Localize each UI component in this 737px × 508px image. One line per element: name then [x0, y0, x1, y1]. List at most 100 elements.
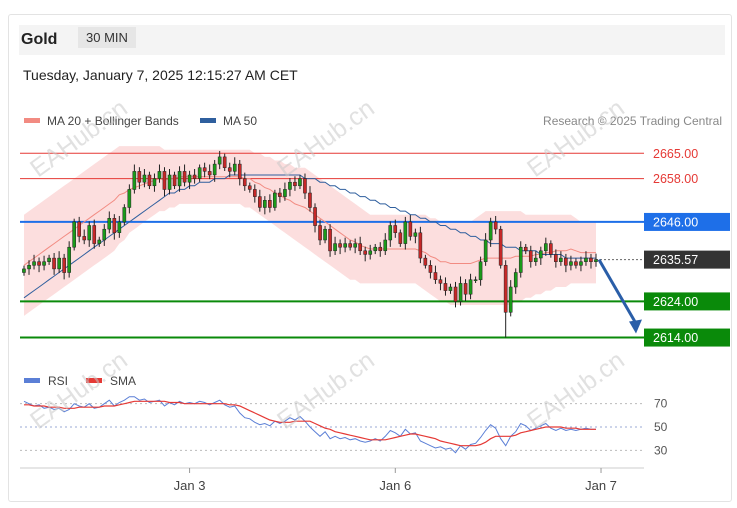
candle-27	[157, 171, 162, 179]
candle-70	[373, 246, 378, 252]
candle-44	[242, 178, 247, 187]
chart-card: Gold 30 MIN Tuesday, January 7, 2025 12:…	[8, 14, 732, 502]
candle-35	[197, 167, 202, 179]
candle-9	[67, 246, 71, 273]
candle-114	[594, 259, 598, 262]
watermark-2: EAHub.cn	[522, 94, 630, 183]
candle-51	[278, 192, 282, 197]
candle-49	[268, 200, 272, 208]
candle-86	[453, 286, 458, 302]
support-tag-5: 2614.00	[653, 331, 698, 345]
candle-18	[112, 218, 117, 234]
candle-55	[298, 178, 302, 187]
candle-46	[253, 189, 257, 197]
support-tag-box-5	[644, 328, 730, 347]
candle-19	[117, 221, 122, 233]
timeframe-badge[interactable]: 30 MIN	[78, 27, 136, 48]
candle-109	[569, 261, 573, 266]
candle-106	[554, 254, 558, 262]
watermark-4: EAHub.cn	[272, 346, 380, 435]
candle-104	[544, 243, 548, 252]
candle-112	[584, 257, 588, 262]
candle-77	[408, 221, 413, 237]
candle-101	[528, 250, 533, 262]
candle-92	[483, 239, 488, 262]
candle-33	[187, 174, 192, 183]
x-tick-label-1: Jan 6	[379, 478, 411, 493]
candle-37	[207, 171, 212, 176]
pivot-tag-box-2	[644, 212, 730, 231]
candle-5	[47, 257, 51, 262]
last-price-tag-box-3	[644, 250, 730, 269]
candle-82	[433, 272, 438, 280]
candle-100	[523, 246, 528, 252]
legend-rsi-label: RSI	[48, 374, 68, 388]
rsi-sma-line	[24, 400, 596, 447]
candle-16	[102, 228, 107, 241]
candle-64	[343, 243, 347, 248]
candle-94	[493, 221, 498, 230]
candle-63	[338, 243, 342, 248]
candle-2	[32, 261, 36, 266]
candle-58	[313, 207, 317, 226]
candle-8	[62, 257, 66, 273]
candle-53	[288, 181, 292, 190]
candle-84	[443, 283, 448, 291]
candle-7	[57, 257, 61, 270]
candle-56	[303, 178, 307, 194]
candle-74	[393, 225, 398, 233]
candle-6	[52, 257, 56, 270]
candle-57	[308, 192, 312, 208]
candle-62	[333, 243, 337, 252]
candle-40	[222, 156, 227, 168]
candle-38	[212, 163, 217, 176]
instrument-title: Gold	[21, 31, 58, 48]
candle-80	[423, 257, 428, 266]
candle-20	[122, 207, 127, 223]
candle-75	[398, 232, 403, 244]
candle-32	[182, 171, 187, 183]
candle-66	[353, 243, 357, 248]
watermark-3: EAHub.cn	[25, 346, 133, 435]
candle-42	[232, 163, 237, 172]
candle-26	[152, 178, 157, 187]
rsi-tick-70: 70	[654, 397, 668, 411]
x-tick-label-0: Jan 3	[174, 478, 206, 493]
forecast-arrow-head	[629, 319, 642, 334]
legend-bb-swatch	[24, 118, 40, 123]
candle-78	[413, 232, 418, 237]
candle-85	[448, 286, 453, 291]
candle-29	[167, 174, 172, 190]
candle-15	[97, 239, 102, 244]
candle-11	[77, 221, 81, 237]
candle-108	[564, 257, 568, 266]
candle-60	[323, 228, 327, 241]
candle-79	[418, 232, 423, 259]
candle-36	[202, 167, 207, 172]
candle-41	[227, 167, 232, 172]
candle-14	[92, 225, 97, 244]
candle-102	[533, 257, 538, 262]
timestamp: Tuesday, January 7, 2025 12:15:27 AM CET	[23, 67, 298, 83]
candle-96	[503, 265, 508, 313]
candle-1	[27, 265, 31, 270]
candle-30	[172, 174, 177, 187]
candle-99	[518, 246, 523, 273]
candle-68	[363, 250, 367, 255]
legend-sma-swatch	[86, 378, 102, 383]
candle-105	[549, 243, 553, 255]
candle-83	[438, 279, 443, 284]
candle-76	[403, 221, 408, 244]
candle-45	[247, 185, 252, 190]
candle-90	[473, 279, 478, 281]
candle-72	[383, 239, 388, 252]
legend-rsi-swatch	[24, 378, 40, 383]
chart-header	[19, 25, 725, 55]
candle-3	[37, 261, 41, 266]
candle-97	[508, 286, 513, 313]
candle-73	[388, 225, 393, 241]
candle-91	[478, 261, 483, 281]
support-tag-box-4	[644, 292, 730, 311]
candle-93	[488, 221, 493, 241]
